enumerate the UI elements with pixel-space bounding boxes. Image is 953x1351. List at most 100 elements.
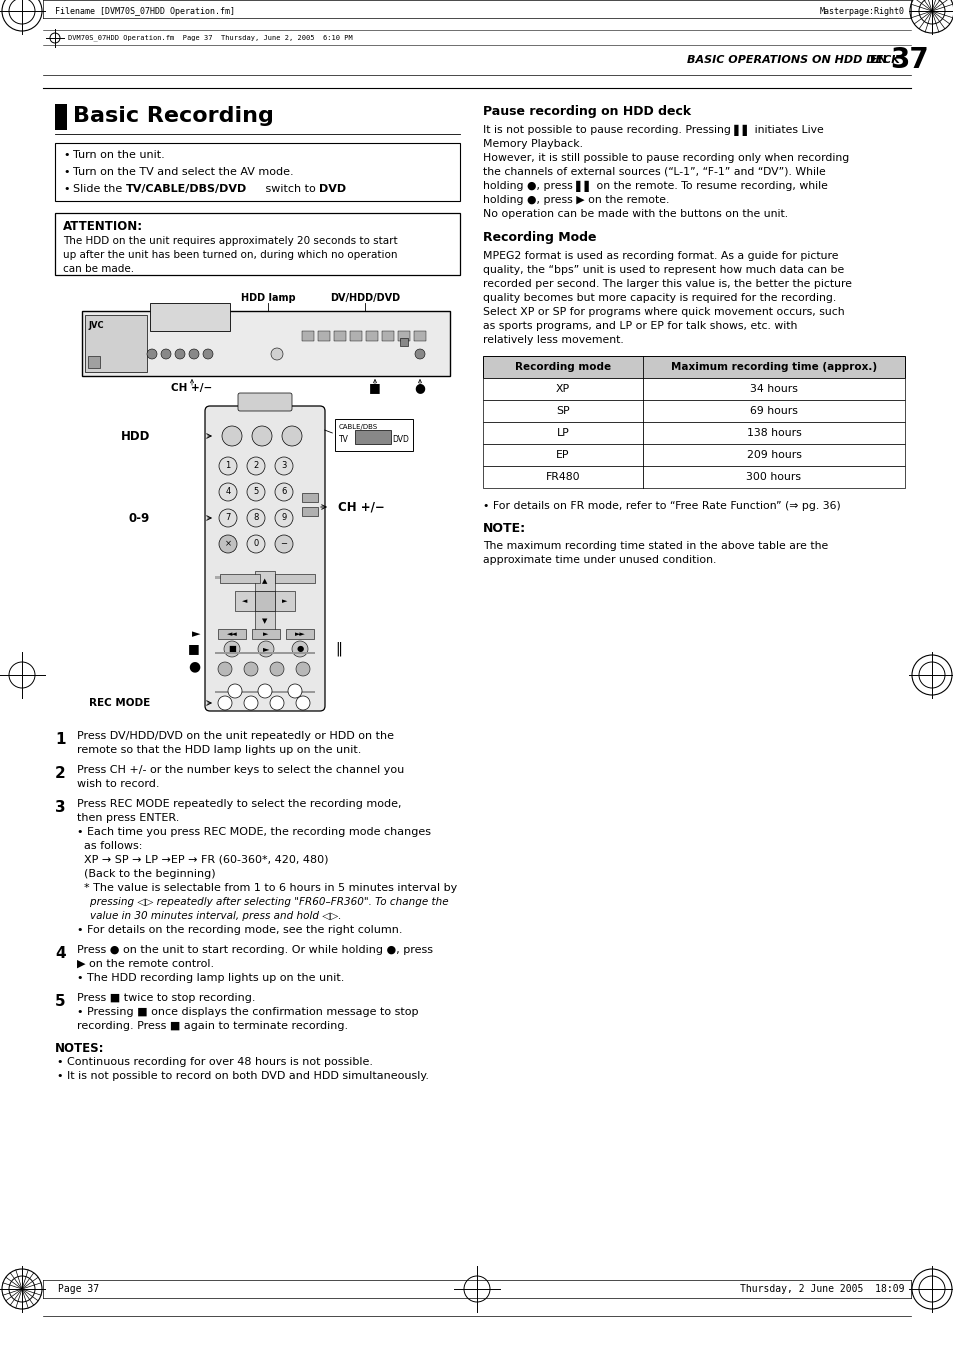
Circle shape	[271, 349, 283, 359]
Bar	[220, 574, 260, 584]
Text: Recording mode: Recording mode	[515, 362, 611, 372]
Bar	[85, 315, 147, 372]
Text: The HDD on the unit requires approximately 20 seconds to start: The HDD on the unit requires approximate…	[63, 236, 397, 246]
Text: DV/HDD/DVD: DV/HDD/DVD	[330, 293, 399, 303]
Circle shape	[257, 684, 272, 698]
Text: EP: EP	[556, 450, 569, 459]
Circle shape	[161, 349, 171, 359]
Text: pressing ◁▷ repeatedly after selecting "FR60–FR360". To change the: pressing ◁▷ repeatedly after selecting "…	[77, 897, 448, 907]
FancyBboxPatch shape	[205, 407, 325, 711]
Circle shape	[257, 640, 274, 657]
Text: 5: 5	[253, 488, 258, 497]
Bar	[482, 422, 904, 444]
Bar	[234, 590, 254, 611]
Text: recording. Press ■ again to terminate recording.: recording. Press ■ again to terminate re…	[77, 1021, 348, 1031]
Bar	[274, 590, 294, 611]
Text: HDD lamp: HDD lamp	[240, 293, 295, 303]
Text: ►►: ►►	[294, 631, 305, 638]
Text: Basic Recording: Basic Recording	[73, 105, 274, 126]
Text: Press ■ twice to stop recording.: Press ■ twice to stop recording.	[77, 993, 255, 1002]
Text: 1: 1	[55, 731, 66, 747]
Text: 7: 7	[225, 513, 231, 523]
Text: approximate time under unused condition.: approximate time under unused condition.	[482, 555, 716, 565]
Circle shape	[247, 484, 265, 501]
Text: The maximum recording time stated in the above table are the: The maximum recording time stated in the…	[482, 540, 827, 551]
Text: Memory Playback.: Memory Playback.	[482, 139, 582, 149]
Text: Press ● on the unit to start recording. Or while holding ●, press: Press ● on the unit to start recording. …	[77, 944, 433, 955]
Bar	[274, 574, 314, 584]
Circle shape	[247, 457, 265, 476]
Circle shape	[222, 426, 242, 446]
Text: REC MODE: REC MODE	[89, 698, 150, 708]
Text: CH +/−: CH +/−	[172, 382, 213, 393]
Bar	[397, 331, 410, 340]
Circle shape	[415, 349, 424, 359]
Circle shape	[292, 640, 308, 657]
Text: FR480: FR480	[545, 471, 579, 482]
Text: ►: ►	[262, 644, 269, 654]
Text: •: •	[63, 184, 70, 195]
Text: MPEG2 format is used as recording format. As a guide for picture: MPEG2 format is used as recording format…	[482, 251, 838, 261]
Bar	[286, 630, 314, 639]
Bar	[55, 143, 459, 201]
Text: CABLE/DBS: CABLE/DBS	[338, 424, 377, 430]
Text: ►: ►	[282, 598, 288, 604]
Circle shape	[270, 696, 284, 711]
Text: • Continuous recording for over 48 hours is not possible.: • Continuous recording for over 48 hours…	[57, 1056, 373, 1067]
Bar	[150, 303, 230, 331]
Circle shape	[252, 426, 272, 446]
Text: Press DV/HDD/DVD on the unit repeatedly or HDD on the: Press DV/HDD/DVD on the unit repeatedly …	[77, 731, 394, 740]
Text: Turn on the unit.: Turn on the unit.	[73, 150, 165, 159]
Text: TV/CABLE/DBS/DVD: TV/CABLE/DBS/DVD	[126, 184, 247, 195]
Text: EN: EN	[869, 55, 886, 65]
Text: holding ●, press ▶ on the remote.: holding ●, press ▶ on the remote.	[482, 195, 669, 205]
Text: 138 hours: 138 hours	[746, 428, 801, 438]
Text: Filename [DVM70S_07HDD Operation.fm]: Filename [DVM70S_07HDD Operation.fm]	[55, 7, 234, 15]
Text: ►: ►	[192, 630, 200, 639]
Text: 1: 1	[225, 462, 231, 470]
Text: 8: 8	[253, 513, 258, 523]
Text: ●: ●	[188, 659, 200, 673]
Circle shape	[218, 662, 232, 676]
Text: Maximum recording time (approx.): Maximum recording time (approx.)	[670, 362, 876, 372]
Circle shape	[189, 349, 199, 359]
Bar	[254, 571, 274, 590]
Bar	[381, 331, 394, 340]
Text: value in 30 minutes interval, press and hold ◁▷.: value in 30 minutes interval, press and …	[77, 911, 341, 921]
Circle shape	[228, 684, 242, 698]
Text: 4: 4	[225, 488, 231, 497]
Text: However, it is still possible to pause recording only when recording: However, it is still possible to pause r…	[482, 153, 848, 163]
Text: 6: 6	[281, 488, 287, 497]
Circle shape	[295, 662, 310, 676]
Text: then press ENTER.: then press ENTER.	[77, 813, 179, 823]
Text: 3: 3	[55, 800, 66, 815]
Bar	[254, 611, 274, 631]
Bar	[414, 331, 426, 340]
FancyBboxPatch shape	[237, 393, 292, 411]
Circle shape	[247, 509, 265, 527]
Text: XP → SP → LP →EP → FR (60-360*, 420, 480): XP → SP → LP →EP → FR (60-360*, 420, 480…	[77, 855, 328, 865]
Bar	[482, 378, 904, 400]
Bar	[214, 653, 314, 654]
Circle shape	[219, 509, 236, 527]
Text: BASIC OPERATIONS ON HDD DECK: BASIC OPERATIONS ON HDD DECK	[686, 55, 899, 65]
Text: ◄◄: ◄◄	[227, 631, 237, 638]
Bar	[82, 311, 450, 376]
Text: CH +/−: CH +/−	[338, 500, 385, 513]
Circle shape	[270, 662, 284, 676]
Text: No operation can be made with the buttons on the unit.: No operation can be made with the button…	[482, 209, 787, 219]
Text: 300 hours: 300 hours	[745, 471, 801, 482]
Text: 9: 9	[281, 513, 286, 523]
Bar	[55, 213, 459, 276]
Text: Thursday, 2 June 2005  18:09: Thursday, 2 June 2005 18:09	[740, 1283, 904, 1294]
Text: ►: ►	[263, 631, 269, 638]
Circle shape	[147, 349, 157, 359]
Text: quality, the “bps” unit is used to represent how much data can be: quality, the “bps” unit is used to repre…	[482, 265, 843, 276]
Bar	[302, 331, 314, 340]
Text: • For details on FR mode, refer to “Free Rate Function” (⇒ pg. 36): • For details on FR mode, refer to “Free…	[482, 501, 840, 511]
Circle shape	[282, 426, 302, 446]
Text: ▼: ▼	[262, 617, 268, 624]
Text: 2: 2	[55, 766, 66, 781]
Text: * The value is selectable from 1 to 6 hours in 5 minutes interval by: * The value is selectable from 1 to 6 ho…	[77, 884, 456, 893]
Text: XP: XP	[556, 384, 570, 394]
